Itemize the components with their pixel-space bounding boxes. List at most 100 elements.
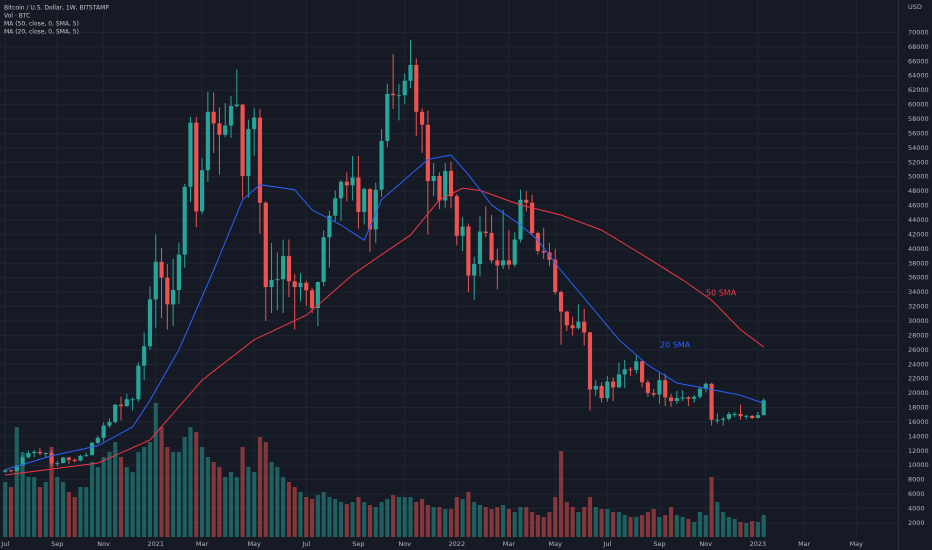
candle-body xyxy=(651,393,656,395)
candle-body xyxy=(576,321,581,329)
candle-body xyxy=(663,380,668,398)
volume-bar xyxy=(362,502,367,537)
volume-bar xyxy=(72,497,77,537)
y-tick-label: 14000 xyxy=(908,432,929,440)
candle-body xyxy=(640,361,645,383)
volume-bar xyxy=(118,457,124,537)
candle-body xyxy=(3,470,8,472)
candle-body xyxy=(61,457,66,464)
y-tick-label: 56000 xyxy=(908,129,929,137)
volume-bar xyxy=(66,492,71,537)
volume-bar xyxy=(101,457,106,537)
volume-bar xyxy=(419,499,425,537)
volume-bar xyxy=(448,509,454,537)
candle-body xyxy=(194,122,199,212)
candle-body xyxy=(333,198,338,216)
volume-bar xyxy=(622,515,627,537)
volume-bar xyxy=(240,447,245,537)
volume-bar xyxy=(431,507,436,537)
candle-body xyxy=(385,93,390,142)
volume-bar xyxy=(483,507,488,537)
y-tick-label: 52000 xyxy=(908,158,929,166)
candle-body xyxy=(263,202,268,288)
volume-bar xyxy=(304,497,309,537)
volume-bar xyxy=(379,502,384,537)
x-tick-label: Nov xyxy=(699,540,712,548)
volume-bar xyxy=(350,502,355,537)
volume-bar xyxy=(541,517,546,537)
y-tick-label: 68000 xyxy=(908,43,929,51)
candle-body xyxy=(448,170,454,197)
volume-bar xyxy=(315,495,320,537)
y-tick-label: 20000 xyxy=(908,389,929,397)
volume-bar xyxy=(402,497,407,537)
candle-body xyxy=(228,106,234,126)
candle-body xyxy=(205,111,210,171)
candle-body xyxy=(570,325,575,329)
volume-bar xyxy=(188,427,193,537)
volume-bar xyxy=(738,522,743,537)
volume-bar xyxy=(309,499,315,537)
candle-body xyxy=(286,256,291,282)
volume-bar xyxy=(454,497,459,537)
volume-bar xyxy=(518,507,523,537)
volume-bar xyxy=(321,492,326,537)
volume-bar xyxy=(37,487,43,537)
x-tick-label: 2021 xyxy=(147,540,164,548)
candle-body xyxy=(246,129,251,176)
candle-body xyxy=(252,117,257,130)
volume-bar xyxy=(640,515,645,537)
volume-bar xyxy=(645,512,650,537)
line-annotation: 50 SMA xyxy=(706,289,737,298)
candle-body xyxy=(188,122,193,187)
axis-unit: USD xyxy=(908,3,922,11)
volume-bar xyxy=(425,505,430,537)
volume-bar xyxy=(275,467,280,537)
candle-body xyxy=(315,282,320,308)
candle-body xyxy=(697,388,703,397)
candle-body xyxy=(362,188,367,213)
volume-bar xyxy=(228,472,234,537)
volume-bar xyxy=(26,477,31,537)
volume-bar xyxy=(547,512,552,537)
candle-body xyxy=(234,104,239,107)
candle-body xyxy=(750,415,755,418)
candle-body xyxy=(501,260,506,266)
x-tick-label: Nov xyxy=(97,540,110,548)
y-tick-label: 8000 xyxy=(908,476,925,484)
volume-bar xyxy=(78,487,83,537)
candle-body xyxy=(506,260,512,265)
volume-bar xyxy=(472,502,477,537)
candle-body xyxy=(657,380,662,395)
y-tick-label: 44000 xyxy=(908,216,929,224)
candle-body xyxy=(275,279,280,281)
y-tick-label: 12000 xyxy=(908,447,929,455)
candle-body xyxy=(460,226,465,236)
volume-bar xyxy=(611,512,616,537)
candle-body xyxy=(628,369,633,371)
y-tick-label: 46000 xyxy=(908,202,929,210)
volume-bar xyxy=(107,452,112,537)
volume-bar xyxy=(356,497,361,537)
volume-bar xyxy=(732,519,737,537)
candle-body xyxy=(95,437,100,443)
volume-bar xyxy=(281,477,286,537)
volume-bar xyxy=(95,467,100,537)
volume-bar xyxy=(535,515,540,537)
candle-body xyxy=(721,418,726,420)
volume-bar xyxy=(333,499,338,537)
candle-body xyxy=(373,189,378,230)
candle-body xyxy=(37,451,43,454)
ma-line xyxy=(5,154,764,471)
candle-body xyxy=(147,299,153,347)
candle-body xyxy=(553,259,558,293)
volume-bar xyxy=(506,509,512,537)
volume-bar xyxy=(373,507,378,537)
y-tick-label: 10000 xyxy=(908,461,929,469)
candle-body xyxy=(153,261,158,300)
candle-body xyxy=(634,361,639,371)
volume-bar xyxy=(199,447,205,537)
candle-body xyxy=(223,125,228,135)
candle-body xyxy=(616,374,622,388)
volume-bar xyxy=(564,502,569,537)
